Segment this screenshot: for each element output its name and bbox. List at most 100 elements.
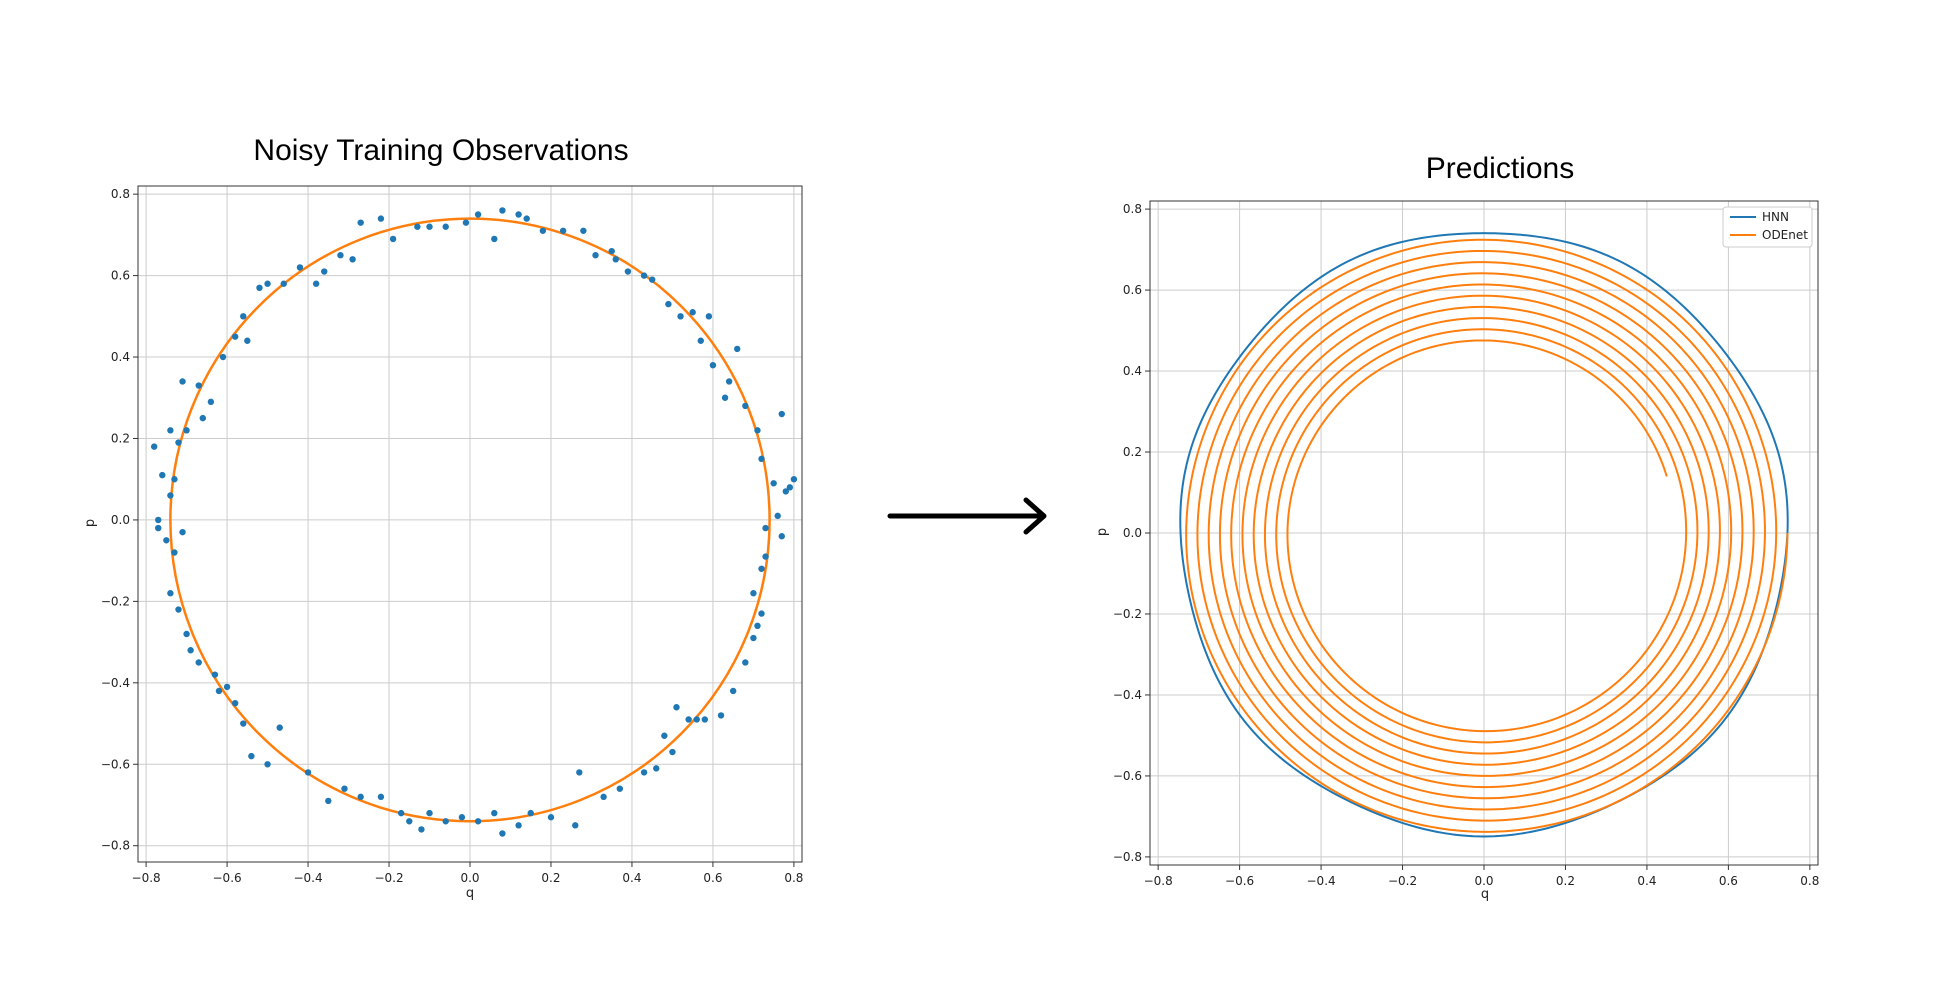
- observation-point: [240, 720, 247, 727]
- observation-point: [150, 443, 158, 450]
- y-tick-labels: −0.8 −0.6 −0.4 −0.2 0.0 0.2 0.4 0.6 0.8: [1113, 202, 1150, 864]
- y-tick-label: 0.8: [1123, 202, 1142, 216]
- observation-point: [240, 313, 247, 320]
- observation-point: [426, 223, 433, 230]
- observation-point: [491, 235, 498, 243]
- observation-point: [357, 793, 364, 801]
- chart-title: Noisy Training Observations: [253, 134, 628, 167]
- observation-point: [559, 227, 567, 234]
- legend: HNN ODEnet: [1722, 206, 1813, 248]
- observation-point: [754, 622, 761, 630]
- observation-point: [572, 822, 579, 829]
- chart-predictions: Predictions −0.8 −0.6 −0.4 −0.2 0.0 0.2 0.4 0.6…: [1095, 152, 1819, 902]
- x-tick-label: −0.8: [132, 871, 161, 885]
- observation-point: [377, 215, 385, 222]
- observation-point: [790, 476, 798, 483]
- observation-point: [211, 671, 219, 678]
- x-tick-label: −0.2: [374, 871, 403, 885]
- x-tick-label: −0.2: [1388, 874, 1417, 888]
- x-tick-label: 0.4: [622, 871, 641, 885]
- right-arrow-icon: [887, 497, 1047, 535]
- observation-point: [612, 256, 619, 263]
- observation-point: [515, 211, 522, 218]
- observation-point: [709, 361, 717, 369]
- observation-point: [337, 252, 344, 259]
- observation-point: [159, 471, 166, 479]
- observation-point: [195, 382, 202, 389]
- observation-point: [677, 313, 684, 320]
- observation-point: [547, 814, 555, 821]
- observation-point: [179, 378, 186, 385]
- prediction-series: [1179, 232, 1789, 838]
- x-tick-label: 0.6: [703, 871, 722, 885]
- observation-point: [349, 256, 356, 263]
- observation-point: [195, 659, 202, 666]
- observation-point: [442, 818, 449, 825]
- observation-point: [705, 313, 713, 320]
- observation-point: [600, 793, 607, 801]
- observation-point: [616, 785, 624, 792]
- y-tick-label: 0.6: [1123, 283, 1142, 297]
- observation-point: [778, 410, 785, 418]
- observation-point: [754, 427, 761, 434]
- x-tick-label: −0.8: [1144, 874, 1173, 888]
- observation-point: [264, 761, 271, 768]
- y-tick-label: −0.8: [1113, 850, 1142, 864]
- observation-point: [673, 704, 680, 711]
- observation-point: [648, 276, 656, 283]
- grid-lines: [138, 186, 802, 862]
- observation-point: [458, 814, 466, 821]
- observation-point: [244, 337, 251, 344]
- y-tick-label: 0.8: [111, 187, 130, 201]
- observation-point: [167, 492, 174, 499]
- observation-point: [491, 809, 498, 817]
- observation-point: [155, 524, 162, 532]
- y-tick-label: 0.4: [1123, 364, 1142, 378]
- observation-point: [701, 716, 709, 723]
- chart-title: Predictions: [1426, 152, 1574, 185]
- observation-point: [762, 553, 769, 560]
- chart-noisy-observations: Noisy Training Observations −0.8 −0.6 −0.4…: [83, 134, 803, 901]
- y-axis-label: p: [1095, 528, 1110, 536]
- x-tick-label: 0.0: [1474, 874, 1493, 888]
- x-tick-label: −0.4: [1307, 874, 1336, 888]
- x-tick-label: −0.4: [293, 871, 322, 885]
- observation-point: [758, 610, 765, 617]
- x-tick-label: 0.4: [1637, 874, 1656, 888]
- observation-point: [539, 227, 547, 234]
- observation-point: [661, 732, 668, 739]
- observation-point: [280, 280, 287, 287]
- y-tick-label: −0.2: [101, 594, 130, 608]
- y-tick-label: 0.2: [111, 431, 130, 445]
- observation-point: [734, 345, 741, 353]
- observation-point: [742, 402, 749, 410]
- observation-point: [527, 809, 534, 817]
- observation-point: [697, 337, 704, 344]
- observation-point: [758, 455, 765, 463]
- y-tick-label: 0.2: [1123, 445, 1142, 459]
- observation-point: [523, 215, 530, 222]
- series-line-odenet: [1185, 238, 1789, 833]
- observation-point: [187, 647, 194, 654]
- observation-point: [231, 333, 239, 340]
- observation-point: [770, 480, 777, 487]
- observation-point: [248, 752, 255, 760]
- observation-point: [729, 687, 737, 695]
- x-axis-label: q: [1481, 887, 1489, 902]
- observation-point: [207, 398, 215, 406]
- x-tick-label: 0.2: [541, 871, 560, 885]
- observation-point: [624, 268, 632, 275]
- observation-point: [499, 207, 506, 214]
- x-tick-label: 0.8: [1800, 874, 1819, 888]
- y-tick-label: −0.4: [1113, 688, 1142, 702]
- observation-point: [219, 353, 227, 361]
- observation-point: [640, 769, 648, 776]
- x-tick-label: 0.2: [1556, 874, 1575, 888]
- observation-point: [474, 211, 482, 218]
- observation-point: [183, 427, 190, 434]
- y-tick-label: −0.2: [1113, 607, 1142, 621]
- observation-point: [256, 284, 263, 292]
- observation-point: [312, 280, 320, 287]
- observation-point: [167, 590, 174, 597]
